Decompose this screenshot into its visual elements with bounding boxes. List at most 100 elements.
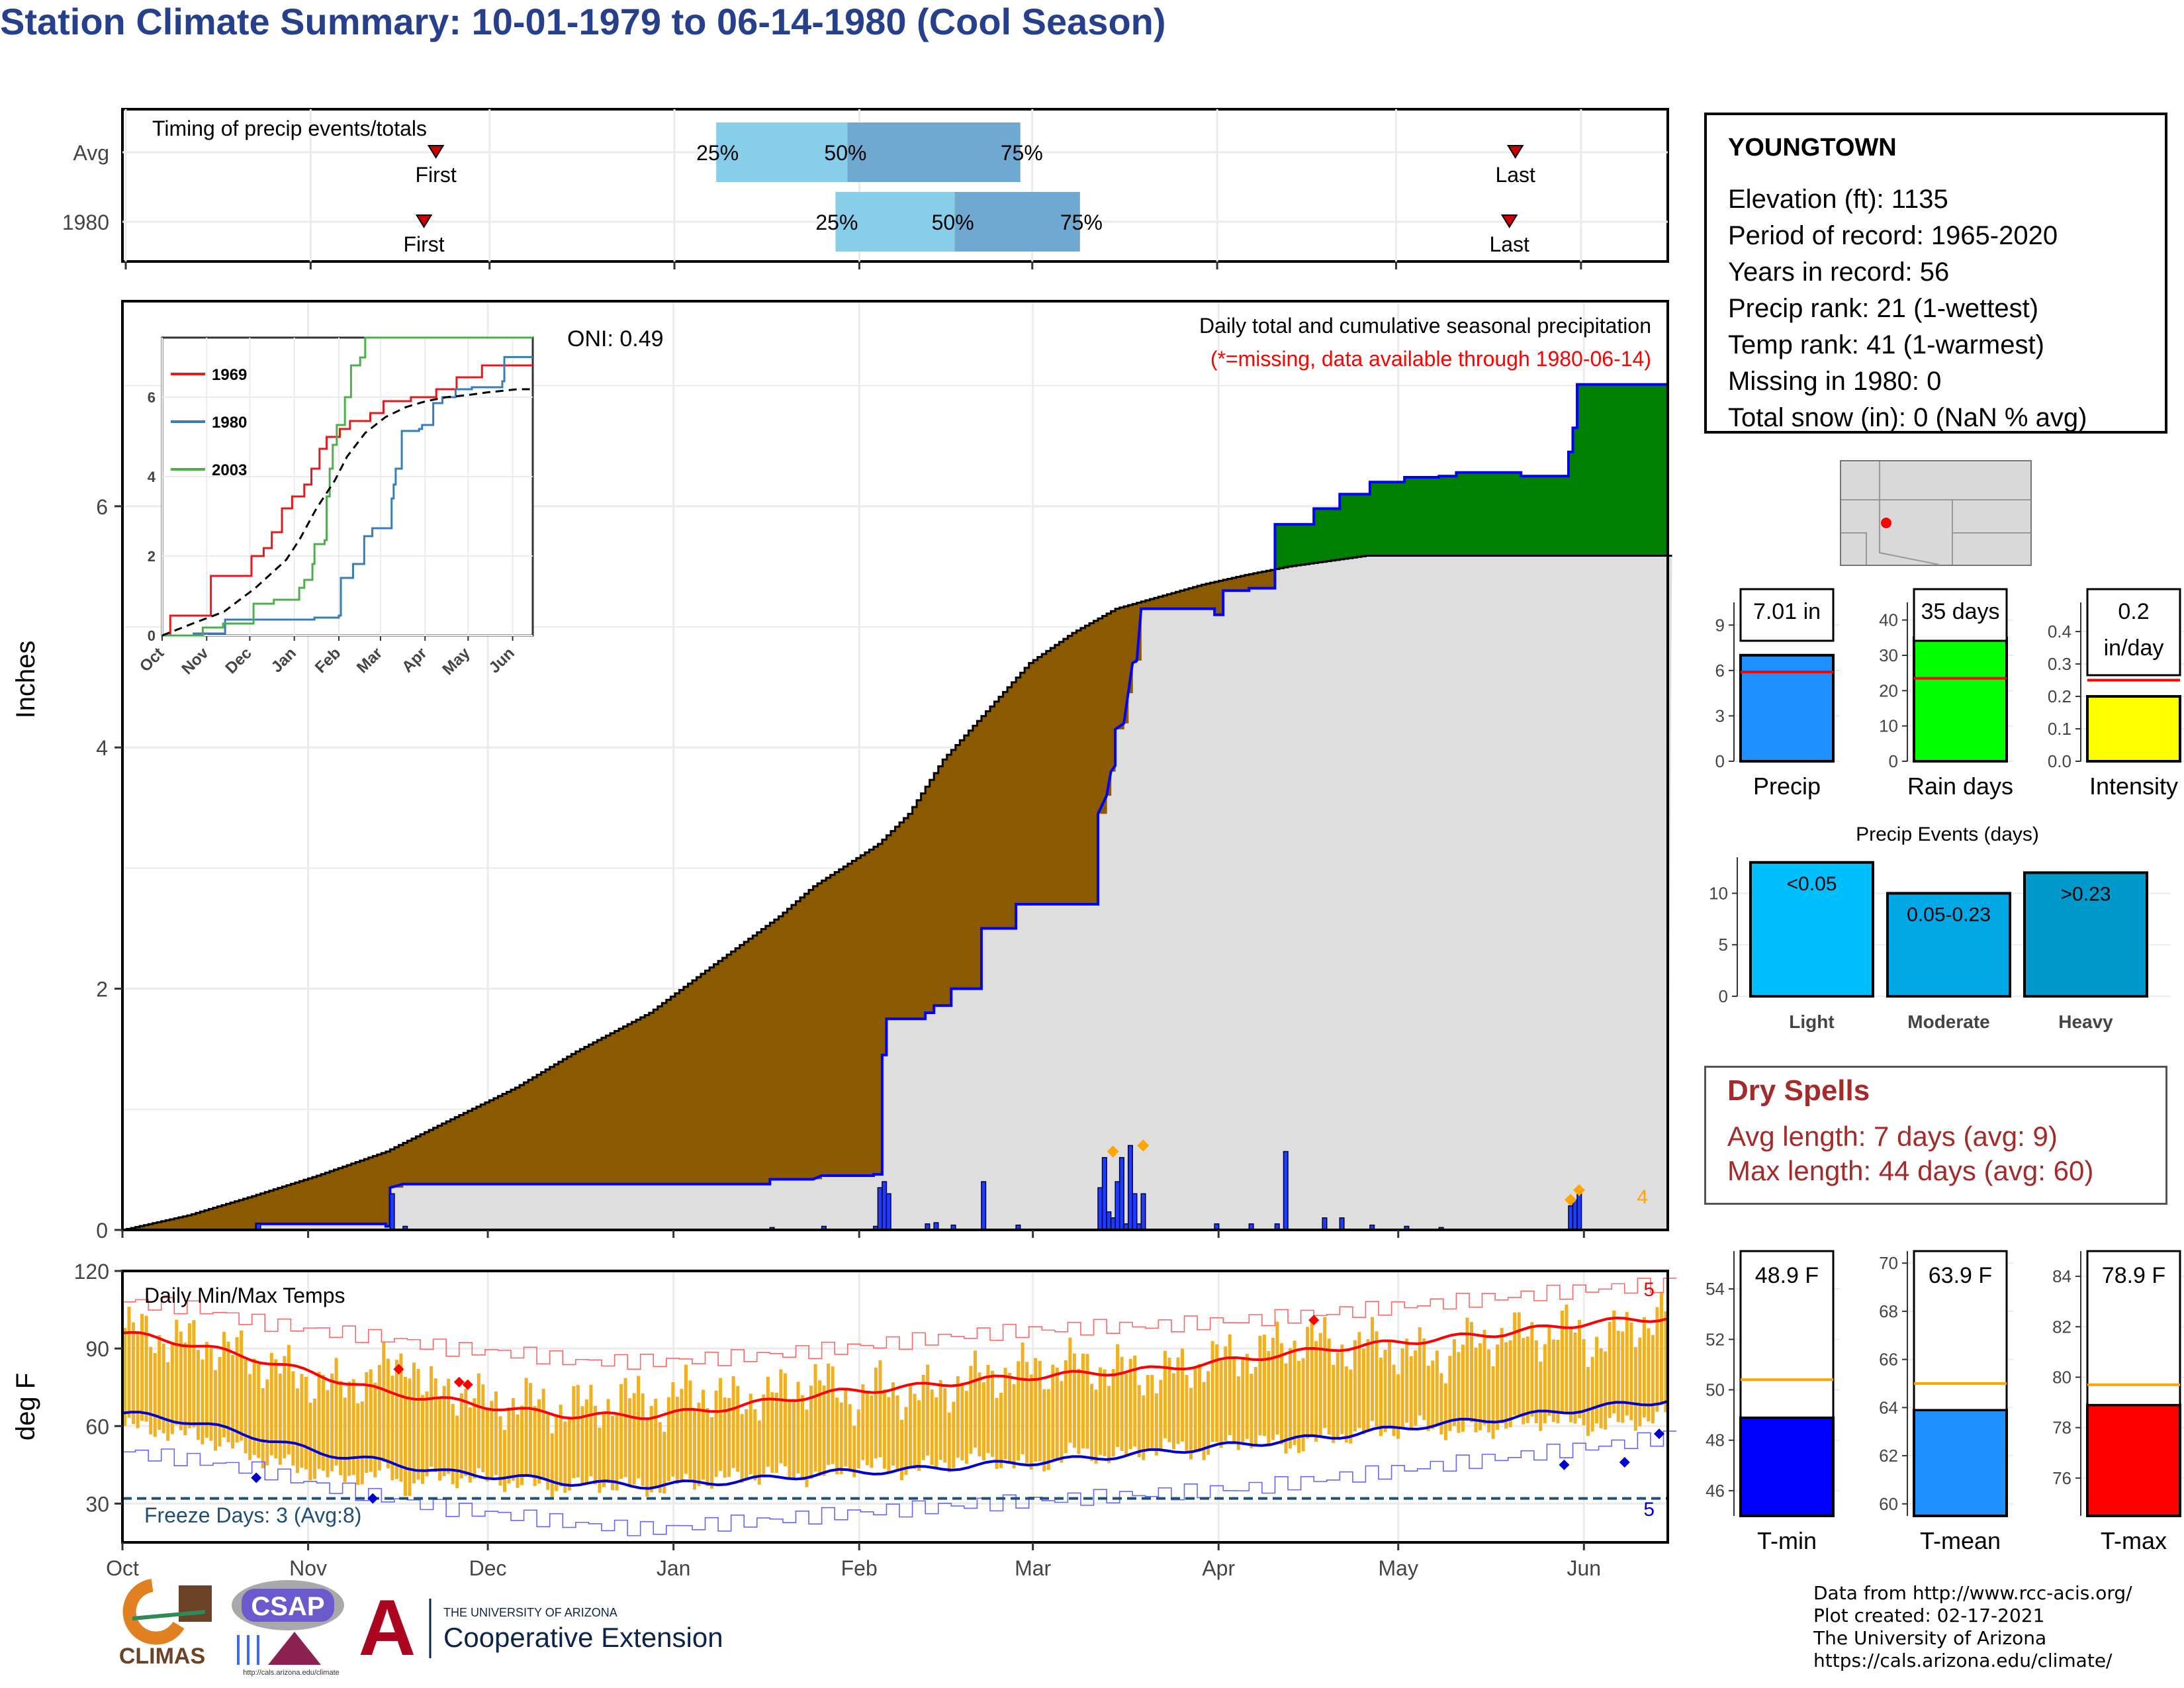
main-frame (121, 300, 1669, 1231)
deficit-fill (649, 1013, 654, 1184)
daily-temp-bar (1366, 1338, 1370, 1430)
deficit-fill (1028, 663, 1034, 905)
deficit-fill (200, 1211, 205, 1230)
surplus-fill (1499, 472, 1504, 556)
daily-temp-bar (1642, 1317, 1646, 1418)
deficit-fill (212, 1207, 218, 1230)
deficit-fill (1016, 677, 1021, 905)
daily-temp-bar (312, 1398, 317, 1479)
daily-temp-bar (986, 1364, 990, 1454)
daily-temp-bar (580, 1406, 584, 1486)
footer-source: Data from http://www.rcc-acis.org/ (1813, 1582, 2132, 1604)
daily-temp-bar (1344, 1366, 1348, 1443)
daily-temp-bar (283, 1356, 287, 1459)
daily-temp-bar (1142, 1395, 1146, 1460)
small-ytick-label: 68 (1879, 1301, 1898, 1321)
daily-precip-bar (1106, 1211, 1112, 1231)
surplus-fill (1508, 472, 1513, 556)
daily-temp-bar (1107, 1385, 1111, 1464)
daily-temp-bar (856, 1409, 860, 1469)
timing-label-25: 25% (696, 141, 739, 165)
main-ytick-label: 6 (96, 495, 108, 519)
footer-university: The University of Arizona (1813, 1627, 2047, 1649)
deficit-fill (420, 1134, 426, 1184)
deficit-fill (1167, 594, 1172, 609)
daily-temp-bar (943, 1388, 947, 1463)
surplus-fill (1641, 384, 1647, 556)
surplus-fill (1655, 384, 1660, 556)
daily-temp-bar (623, 1378, 627, 1477)
daily-temp-bar (1573, 1332, 1577, 1424)
deficit-fill (1119, 607, 1124, 729)
deficit-fill (243, 1198, 248, 1230)
daily-temp-bar (1301, 1358, 1305, 1452)
deficit-fill (355, 1162, 361, 1224)
daily-temp-bar (1017, 1361, 1021, 1461)
daily-temp-bar (1461, 1344, 1465, 1432)
ua-extension-logo: A THE UNIVERSITY OF ARIZONA Cooperative … (361, 1589, 723, 1668)
deficit-fill (968, 730, 974, 989)
small-ytick-label: 64 (1879, 1397, 1898, 1417)
daily-temp-bar (1064, 1360, 1068, 1454)
daily-temp-bar (917, 1400, 921, 1472)
surplus-fill (1292, 524, 1297, 566)
daily-temp-bar (1457, 1352, 1461, 1433)
daily-temp-bar (201, 1359, 205, 1444)
deficit-fill (770, 922, 775, 1180)
deficit-fill (977, 721, 982, 989)
inset-line-1980 (162, 355, 533, 637)
inset-avg-line (161, 388, 533, 637)
daily-temp-bar (1323, 1317, 1327, 1429)
daily-temp-bar (1474, 1347, 1478, 1432)
surplus-fill (1396, 482, 1401, 556)
daily-temp-bar (149, 1346, 153, 1434)
daily-temp-bar (123, 1327, 127, 1427)
deficit-fill (575, 1051, 580, 1184)
daily-temp-bar (555, 1415, 559, 1491)
surplus-fill (1473, 472, 1479, 556)
deficit-fill (169, 1219, 175, 1230)
daily-temp-bar (947, 1412, 951, 1473)
deficit-fill (385, 1151, 390, 1227)
record-high-marker (393, 1364, 404, 1375)
surplus-fill (1568, 451, 1574, 556)
surplus-fill (1460, 472, 1466, 556)
daily-temp-bar (1297, 1360, 1301, 1453)
deficit-fill (1171, 592, 1177, 609)
daily-temp-bar (1154, 1393, 1158, 1456)
daily-temp-bar (926, 1364, 930, 1456)
deficit-fill (1020, 673, 1025, 905)
daily-temp-bar (1068, 1337, 1072, 1443)
deficit-fill (791, 905, 797, 1180)
deficit-fill (455, 1117, 460, 1184)
deficit-fill (480, 1104, 486, 1184)
daily-temp-bar (1284, 1363, 1288, 1454)
deficit-fill (1266, 571, 1271, 588)
record_min-line (122, 1430, 1677, 1536)
small-ytick-label: 62 (1879, 1446, 1898, 1466)
deficit-fill (437, 1125, 443, 1184)
daily-temp-bar (304, 1376, 308, 1470)
daily-temp-bar (1612, 1310, 1616, 1414)
daily-temp-bar (619, 1383, 623, 1479)
daily-temp-bar (252, 1358, 256, 1455)
surplus-fill (1379, 482, 1384, 556)
daily-temp-bar (1487, 1349, 1491, 1432)
deficit-fill (925, 786, 931, 1013)
daily-temp-bar (913, 1393, 917, 1470)
deficit-fill (381, 1152, 387, 1224)
daily-temp-bar (317, 1372, 321, 1470)
surplus-fill (1326, 508, 1332, 561)
deficit-fill (144, 1225, 149, 1230)
deficit-fill (429, 1130, 434, 1184)
svg-text:THE UNIVERSITY OF ARIZONA: THE UNIVERSITY OF ARIZONA (443, 1606, 617, 1619)
daily-temp-bar (1038, 1360, 1042, 1462)
daily-temp-bar (1029, 1374, 1033, 1470)
summary-bar-name: Rain days (1907, 773, 2013, 800)
deficit-fill (731, 951, 736, 1184)
daily-temp-bar (1150, 1375, 1154, 1450)
events-ytick-label: 0 (1719, 986, 1728, 1006)
inset-legend-label: 2003 (212, 461, 247, 479)
daily-precip-bar (1322, 1217, 1328, 1231)
deficit-fill (787, 908, 792, 1180)
